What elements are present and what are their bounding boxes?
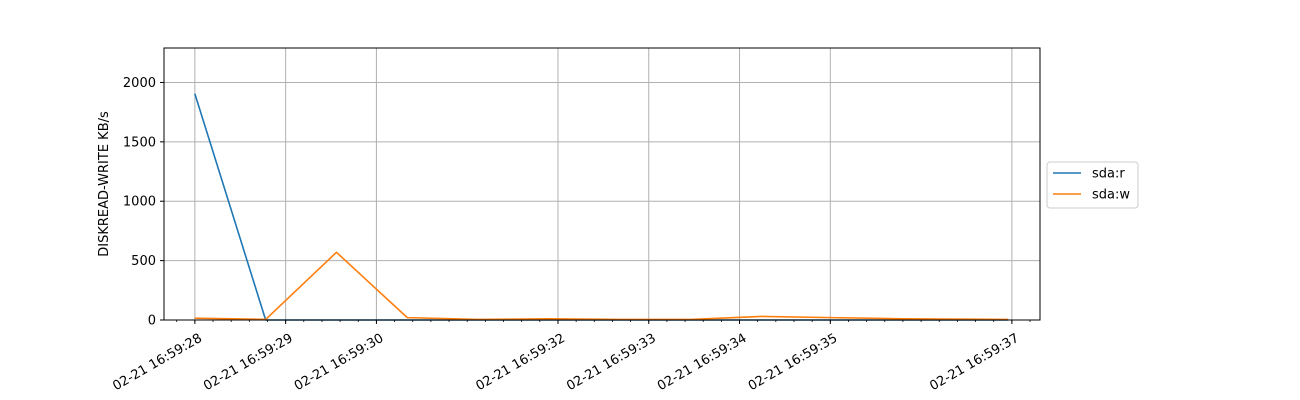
- x-tick-label: 02-21 16:59:28: [110, 331, 204, 394]
- legend-entry: sda:w: [1092, 188, 1130, 203]
- series-line-sda-r: [194, 93, 1009, 321]
- y-axis: 0 500 1000 1500 2000: [123, 76, 164, 329]
- plot-frame: [163, 47, 1041, 321]
- legend: sda:r sda:w: [1046, 161, 1139, 209]
- y-tick-label: 1000: [123, 195, 156, 210]
- y-tick-label: 1500: [123, 135, 156, 150]
- x-tick-label: 02-21 16:59:34: [655, 331, 749, 394]
- x-tick-label: 02-21 16:59:30: [292, 331, 386, 394]
- y-tick-label: 0: [148, 314, 156, 329]
- x-tick-label: 02-21 16:59:33: [564, 331, 658, 394]
- grid: [164, 48, 1040, 321]
- x-tick-label: 02-21 16:59:32: [473, 331, 567, 394]
- y-tick-label: 2000: [123, 76, 156, 91]
- legend-entry: sda:r: [1092, 167, 1125, 182]
- y-axis-title: DISKREAD-WRITE KB/s: [97, 111, 112, 257]
- series-lines: [194, 93, 1009, 321]
- x-tick-label: 02-21 16:59:37: [927, 331, 1021, 394]
- x-tick-label: 02-21 16:59:29: [201, 331, 295, 394]
- x-tick-label: 02-21 16:59:35: [746, 331, 840, 394]
- series-line-sda-w: [194, 251, 1009, 321]
- y-tick-label: 500: [131, 254, 156, 269]
